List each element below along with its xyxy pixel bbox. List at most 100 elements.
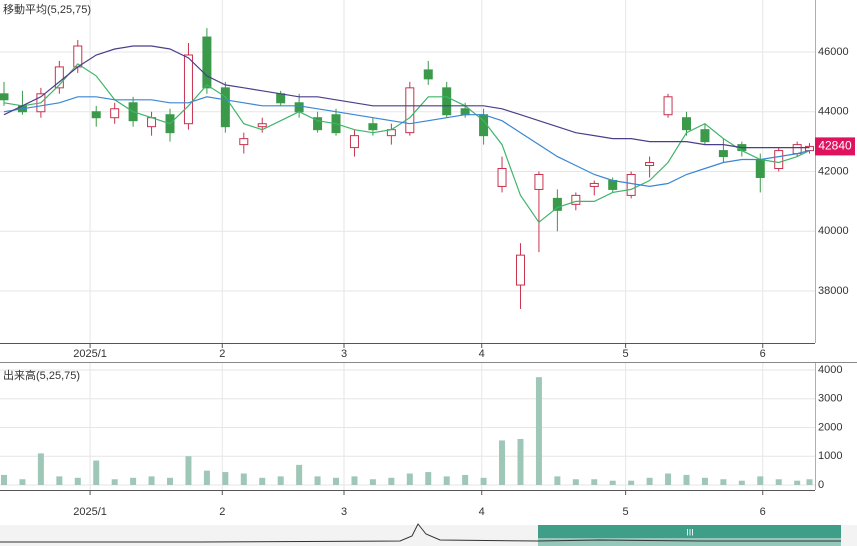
volume-bar bbox=[56, 476, 63, 485]
volume-bar bbox=[665, 473, 672, 485]
volume-bar bbox=[148, 476, 155, 485]
candle-body bbox=[552, 197, 562, 211]
y-tick-label: 1000 bbox=[818, 450, 842, 462]
volume-bar bbox=[591, 479, 598, 485]
x-tick-label: 5 bbox=[623, 506, 629, 518]
volume-bar bbox=[277, 476, 284, 485]
candle-body bbox=[792, 144, 802, 155]
volume-bar bbox=[757, 476, 764, 485]
navigator-line bbox=[0, 523, 841, 543]
volume-bar bbox=[333, 477, 340, 485]
x-tick-label: 5 bbox=[623, 348, 629, 360]
volume-bar bbox=[406, 473, 413, 485]
navigator[interactable]: III bbox=[0, 523, 857, 546]
candle-body bbox=[368, 123, 378, 131]
candle-body bbox=[442, 87, 452, 116]
volume-bar bbox=[93, 460, 100, 485]
candle-body bbox=[220, 87, 230, 128]
candle-body bbox=[589, 182, 599, 187]
volume-bar bbox=[314, 476, 321, 485]
volume-bar bbox=[259, 477, 266, 485]
volume-bar bbox=[806, 479, 813, 485]
candle-body bbox=[774, 150, 784, 170]
moving-average-line bbox=[3, 96, 810, 188]
volume-bar bbox=[443, 476, 450, 485]
x-tick-label: 2 bbox=[219, 348, 225, 360]
volume-bar bbox=[203, 470, 210, 485]
volume-bar bbox=[683, 474, 690, 485]
candle-body bbox=[608, 179, 618, 190]
candle-body bbox=[276, 93, 286, 104]
x-tick-label: 6 bbox=[760, 506, 766, 518]
volume-bar bbox=[609, 480, 616, 485]
y-tick-label: 3000 bbox=[818, 393, 842, 405]
volume-bar bbox=[425, 472, 432, 485]
candle-body bbox=[183, 54, 193, 125]
candle-body bbox=[515, 254, 525, 286]
y-tick-label: 2000 bbox=[818, 421, 842, 433]
chart-title: 移動平均(5,25,75) bbox=[3, 2, 91, 16]
candle-body bbox=[534, 173, 544, 190]
candle-body bbox=[700, 129, 710, 143]
volume-bar bbox=[720, 479, 727, 485]
volume-bar bbox=[480, 477, 487, 485]
y-tick-label: 4000 bbox=[818, 364, 842, 376]
x-tick-label: 6 bbox=[760, 348, 766, 360]
volume-bar bbox=[775, 479, 782, 485]
candle-body bbox=[91, 111, 101, 119]
candle-body bbox=[681, 117, 691, 131]
volume-bar bbox=[296, 464, 303, 485]
candle-body bbox=[239, 138, 249, 146]
volume-bar bbox=[369, 479, 376, 485]
x-tick-label: 3 bbox=[341, 348, 347, 360]
volume-bar bbox=[388, 477, 395, 485]
volume-bar bbox=[167, 477, 174, 485]
volume-bar bbox=[701, 477, 708, 485]
volume-bar bbox=[0, 474, 7, 485]
x-tick-label: 2025/1 bbox=[73, 506, 107, 518]
candle-body bbox=[349, 135, 359, 149]
volume-bar bbox=[572, 479, 579, 485]
last-price-label: 42840 bbox=[818, 139, 852, 153]
candle-body bbox=[294, 102, 304, 113]
y-tick-label: 44000 bbox=[818, 106, 849, 118]
candle-body bbox=[405, 87, 415, 134]
y-tick-label: 42000 bbox=[818, 165, 849, 177]
volume-bar bbox=[628, 480, 635, 485]
candle-body bbox=[755, 159, 765, 178]
volume-bar bbox=[240, 473, 247, 485]
candle-body bbox=[0, 93, 9, 101]
candle-body bbox=[202, 36, 212, 89]
moving-average-line bbox=[3, 45, 810, 149]
y-tick-label: 40000 bbox=[818, 225, 849, 237]
candle-body bbox=[497, 168, 507, 187]
candle-body bbox=[257, 123, 267, 128]
candle-body bbox=[110, 108, 120, 119]
volume-bar bbox=[37, 453, 44, 485]
candle-body bbox=[645, 162, 655, 167]
x-tick-label: 2 bbox=[219, 506, 225, 518]
candle-body bbox=[54, 66, 64, 89]
volume-bar bbox=[351, 476, 358, 485]
candle-body bbox=[423, 69, 433, 80]
volume-bar bbox=[222, 472, 229, 485]
x-tick-label: 4 bbox=[479, 506, 485, 518]
volume-bar bbox=[462, 474, 469, 485]
candle-body bbox=[718, 150, 728, 158]
x-tick-label: 3 bbox=[341, 506, 347, 518]
navigator-handle[interactable]: III bbox=[686, 527, 694, 537]
moving-average-line bbox=[3, 63, 810, 224]
last-price-box bbox=[815, 137, 855, 156]
x-tick-label: 4 bbox=[479, 348, 485, 360]
volume-bar bbox=[185, 456, 192, 485]
volume-bar bbox=[738, 480, 745, 485]
volume-bar bbox=[74, 477, 81, 485]
volume-bar bbox=[111, 479, 118, 485]
candle-body bbox=[626, 173, 636, 196]
candle-body bbox=[571, 194, 581, 205]
x-tick-label: 2025/1 bbox=[73, 348, 107, 360]
volume-bar bbox=[517, 438, 524, 485]
volume-bar bbox=[19, 479, 26, 485]
